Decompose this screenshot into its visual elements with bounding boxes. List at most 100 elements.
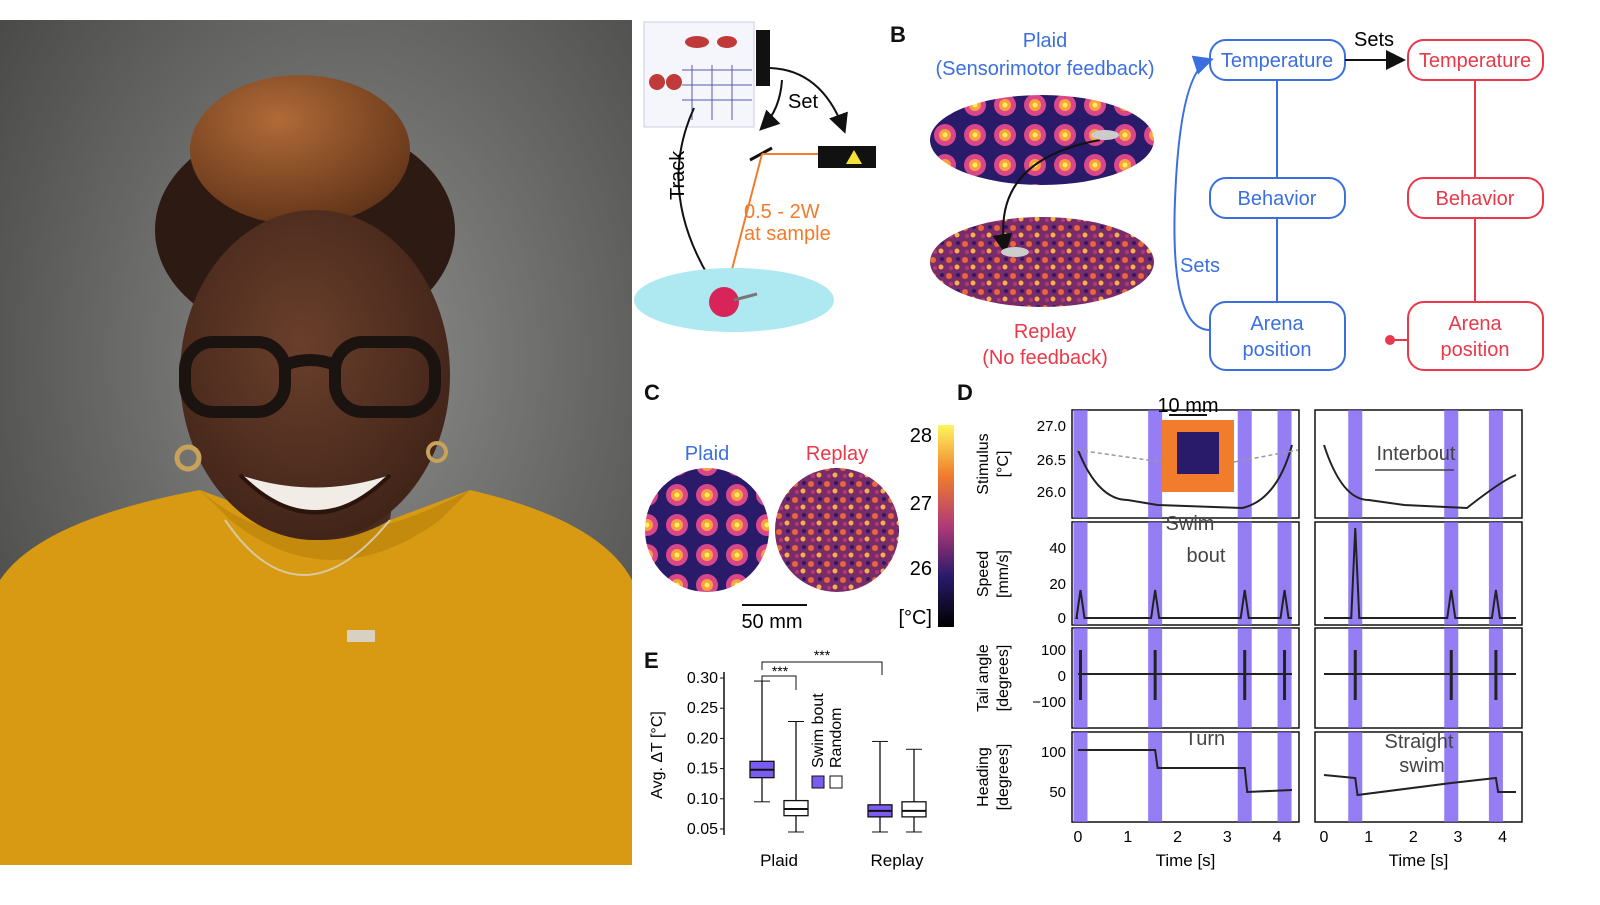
e-y-tick-label: 0.20	[687, 730, 718, 747]
x-tick-label: 4	[1273, 829, 1282, 846]
swim-bout-band	[1148, 732, 1163, 822]
trace-frame	[1314, 409, 1523, 519]
trace-frame	[1314, 731, 1523, 823]
swim-bout-band	[1148, 410, 1163, 518]
e-legend-label: Swim bout	[810, 693, 827, 768]
e-y-tick-label: 0.15	[687, 761, 718, 778]
y-axis-unit: [degrees]	[995, 744, 1012, 811]
c-plaid-label: Plaid	[685, 443, 729, 465]
x-tick-label: 0	[1320, 829, 1329, 846]
inset-connector	[1076, 449, 1163, 463]
turn-label: Turn	[1185, 728, 1225, 750]
swim-bout-band	[1277, 522, 1292, 625]
y-tick-label: 26.5	[1037, 452, 1066, 469]
panel-e: E 0.30 0.25 0.20 0.15 0.10 0.05 Avg. ΔT [°C] Pl…	[644, 647, 927, 870]
y-tick-label: 100	[1041, 642, 1066, 659]
cbar-tick-27: 27	[910, 493, 932, 515]
c-scale-label: 50 mm	[741, 611, 802, 633]
laser-icon	[818, 146, 876, 168]
inset-connector	[1233, 449, 1299, 463]
bout-label: bout	[1187, 545, 1226, 567]
interbout-label: Interbout	[1377, 443, 1456, 465]
y-axis-label: Heading	[975, 747, 992, 807]
swim-bout-band	[1148, 522, 1163, 625]
power-label-2: at sample	[744, 223, 831, 245]
cbar-tick-28: 28	[910, 425, 932, 447]
y-axis-label: Speed	[975, 551, 992, 597]
x-tick-label: 3	[1454, 829, 1463, 846]
red-position-text: position	[1441, 339, 1510, 361]
y-axis-unit: [°C]	[995, 451, 1012, 478]
portrait-photo	[0, 20, 632, 865]
x-axis-label: Time [s]	[1156, 851, 1216, 870]
straight-label: Straight	[1385, 731, 1454, 753]
trace-frame	[1071, 627, 1300, 729]
y-tick-label: 0	[1058, 610, 1066, 627]
blue-position-text: position	[1243, 339, 1312, 361]
track-label: Track	[667, 150, 689, 200]
research-figure: Set Track 0.5 - 2W at sample B Plaid (Se…	[632, 0, 1600, 900]
panel-label-e: E	[644, 648, 659, 673]
e-category-label: Replay	[871, 851, 924, 870]
y-tick-label: 20	[1049, 576, 1066, 593]
blue-behavior-text: Behavior	[1238, 188, 1317, 210]
swim-bout-band	[1488, 522, 1503, 625]
y-tick-label: 26.0	[1037, 484, 1066, 501]
sets-left-label: Sets	[1180, 255, 1220, 277]
y-axis-label: Tail angle	[975, 644, 992, 712]
swim-bout-band	[1237, 522, 1252, 625]
plaid-subtitle: (Sensorimotor feedback)	[936, 58, 1155, 80]
power-label: 0.5 - 2W	[744, 201, 820, 223]
e-sig-bracket	[761, 661, 883, 675]
inset-cold-region	[1177, 432, 1219, 474]
x-axis-label: Time [s]	[1389, 851, 1449, 870]
e-sig-bracket	[761, 675, 797, 690]
swim-bout-band	[1073, 522, 1088, 625]
trace-frame	[1314, 521, 1523, 626]
swim2-label: swim	[1399, 755, 1445, 777]
e-legend-swatch	[811, 775, 825, 789]
plaid-arena	[930, 95, 1154, 185]
swim-bout-band	[1444, 522, 1459, 625]
panel-label-b: B	[890, 22, 906, 47]
swim-bout-band	[1348, 410, 1363, 518]
cbar-unit: [°C]	[898, 607, 932, 629]
e-category-label: Plaid	[760, 851, 798, 870]
swim-bout-band	[1444, 410, 1459, 518]
y-tick-label: 50	[1049, 784, 1066, 801]
fish-icon	[709, 287, 739, 317]
e-legend-label: Random	[828, 708, 845, 768]
e-legend-swatch	[829, 775, 843, 789]
x-tick-label: 0	[1074, 829, 1083, 846]
y-tick-label: 0	[1058, 668, 1066, 685]
y-tick-label: 40	[1049, 540, 1066, 557]
panel-label-c: C	[644, 380, 660, 405]
y-tick-label: 27.0	[1037, 418, 1066, 435]
y-axis-unit: [degrees]	[995, 645, 1012, 712]
c-replay-map	[775, 468, 899, 592]
heading-trace	[1078, 749, 1293, 794]
plaid-title: Plaid	[1023, 30, 1067, 52]
red-temperature-text: Temperature	[1419, 50, 1531, 72]
e-sig-label: ***	[814, 647, 831, 663]
x-tick-label: 2	[1173, 829, 1182, 846]
e-y-tick-label: 0.25	[687, 700, 718, 717]
trace-frame	[1314, 627, 1523, 729]
monitor-icon	[756, 30, 770, 86]
replay-title: Replay	[1014, 321, 1076, 343]
panel-c: C Plaid Replay 50 mm 28 27 26 [°C]	[644, 380, 954, 633]
e-box	[901, 801, 927, 818]
speed-trace	[1324, 527, 1516, 619]
e-sig-label: ***	[772, 663, 789, 679]
panel-d: D 0 1 2 3 4 Time [s] 0 1 2 3 4 Time [s] Stimulus [°C]…	[957, 380, 1523, 870]
swim-bout-band	[1488, 410, 1503, 518]
c-replay-label: Replay	[806, 443, 868, 465]
x-tick-label: 1	[1364, 829, 1373, 846]
replay-subtitle: (No feedback)	[982, 347, 1108, 369]
trace-frame	[1071, 731, 1300, 823]
swim-bout-band	[1277, 732, 1292, 822]
y-axis-label: Stimulus	[975, 433, 992, 494]
swim-bout-band	[1277, 410, 1292, 518]
swim-bout-band	[1073, 732, 1088, 822]
panel-label-d: D	[957, 380, 973, 405]
